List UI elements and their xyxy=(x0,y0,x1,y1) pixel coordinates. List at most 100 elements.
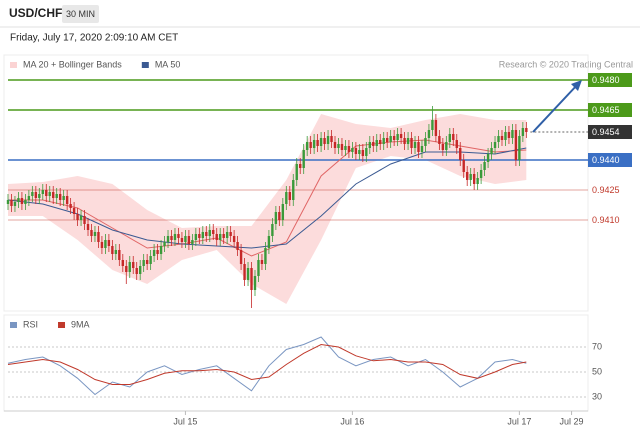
candle-body xyxy=(271,224,274,236)
candle-body xyxy=(396,134,399,140)
candle-body xyxy=(65,196,69,204)
candle-body xyxy=(511,130,514,138)
candle-body xyxy=(424,138,427,146)
candle-body xyxy=(497,136,500,142)
candle-body xyxy=(278,212,281,220)
level-label: 0.9410 xyxy=(592,215,620,225)
candle-body xyxy=(420,146,424,152)
candle-body xyxy=(427,130,431,138)
candle-body xyxy=(173,234,177,240)
candle-body xyxy=(452,134,455,140)
candle-body xyxy=(159,246,163,254)
y-tick-label: 70 xyxy=(592,341,602,351)
candle-body xyxy=(305,142,309,150)
candle-body xyxy=(288,192,291,200)
candle-body xyxy=(250,268,253,290)
candle-body xyxy=(177,234,180,238)
candle-body xyxy=(257,260,260,276)
credit: Research © 2020 Trading Central xyxy=(499,59,633,69)
candle-body xyxy=(114,250,118,254)
candle-body xyxy=(410,138,413,148)
candle-body xyxy=(86,224,90,230)
candle-body xyxy=(344,146,347,150)
candle-body xyxy=(111,246,114,254)
candle-body xyxy=(6,200,10,204)
candle-body xyxy=(330,136,333,142)
candle-body xyxy=(222,234,225,238)
candle-body xyxy=(236,242,239,250)
candle-body xyxy=(55,194,58,198)
candle-body xyxy=(215,234,218,240)
candle-body xyxy=(299,164,302,168)
candle-body xyxy=(358,150,361,154)
candle-body xyxy=(469,174,472,180)
x-tick-label: Jul 29 xyxy=(560,416,584,426)
candle-body xyxy=(337,144,340,148)
candle-body xyxy=(466,172,469,180)
candle-body xyxy=(326,136,330,144)
candle-body xyxy=(243,264,246,280)
x-tick-label: Jul 17 xyxy=(507,416,531,426)
x-tick-label: Jul 16 xyxy=(340,416,364,426)
level-box xyxy=(588,103,632,117)
candle-body xyxy=(309,142,312,148)
candle-body xyxy=(34,192,38,198)
legend-swatch xyxy=(58,322,66,328)
candle-body xyxy=(132,262,135,268)
candle-body xyxy=(145,260,149,264)
candle-body xyxy=(392,136,396,140)
candle-body xyxy=(382,138,385,144)
candle-body xyxy=(413,142,417,148)
candle-body xyxy=(58,194,62,200)
candle-body xyxy=(368,142,371,148)
candle-body xyxy=(448,134,452,142)
candle-body xyxy=(166,236,170,242)
candle-body xyxy=(93,232,97,236)
legend-label: MA 20 + Bollinger Bands xyxy=(23,59,122,69)
candle-body xyxy=(149,256,152,264)
candle-body xyxy=(295,164,298,180)
legend-label: 9MA xyxy=(71,319,90,329)
indicator-line xyxy=(7,336,527,396)
candle-body xyxy=(500,136,504,140)
candle-body xyxy=(118,250,121,260)
candle-body xyxy=(219,234,222,240)
candle-body xyxy=(232,236,236,242)
level-box xyxy=(588,125,632,139)
candle-body xyxy=(312,140,316,148)
bollinger-band xyxy=(8,114,527,304)
candle-body xyxy=(180,238,184,242)
candle-body xyxy=(239,250,243,264)
candle-body xyxy=(504,132,507,140)
candle-body xyxy=(260,260,264,264)
candle-body xyxy=(333,142,337,148)
level-label: 0.9480 xyxy=(592,75,620,85)
candle-body xyxy=(525,128,528,132)
candle-body xyxy=(319,138,323,146)
candle-body xyxy=(389,136,392,142)
candle-body xyxy=(455,140,458,148)
timeframe-badge xyxy=(62,5,99,23)
candle-body xyxy=(24,200,27,204)
legend-swatch xyxy=(141,62,149,68)
candle-body xyxy=(281,204,285,220)
legend-swatch xyxy=(10,322,17,328)
candle-body xyxy=(187,236,191,244)
candle-body xyxy=(514,130,518,160)
candle-body xyxy=(379,140,382,144)
candle-body xyxy=(184,236,187,242)
candle-body xyxy=(79,216,83,220)
candle-body xyxy=(372,142,375,146)
candle-body xyxy=(285,192,288,204)
candle-body xyxy=(490,148,493,154)
timestamp: Friday, July 17, 2020 2:09:10 AM CET xyxy=(10,33,178,44)
candle-body xyxy=(198,234,201,238)
candle-body xyxy=(521,128,525,136)
candle-body xyxy=(472,174,476,184)
candle-body xyxy=(406,138,410,144)
legend-label: RSI xyxy=(23,319,38,329)
candle-body xyxy=(385,138,389,142)
candle-body xyxy=(128,262,131,272)
candle-body xyxy=(483,162,486,170)
candle-body xyxy=(90,230,93,236)
